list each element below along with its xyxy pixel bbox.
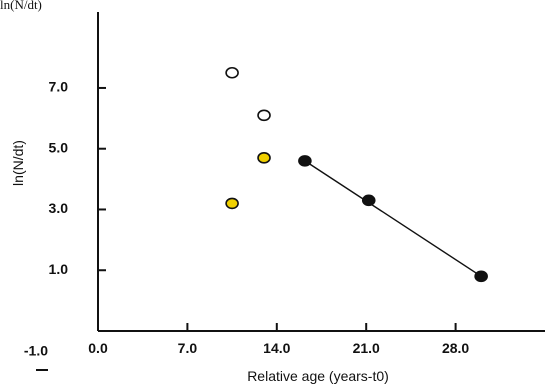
y-tick-label: 7.0 <box>49 79 69 95</box>
axis-labels: Relative age (years-t0) ln(N/dt) <box>10 140 389 384</box>
x-tick-label: 7.0 <box>178 340 198 356</box>
x-tick-label: 28.0 <box>442 340 469 356</box>
x-tick-label: 0.0 <box>88 340 108 356</box>
axes <box>97 12 545 332</box>
x-tick-label: 14.0 <box>263 340 290 356</box>
top-left-text: ln(N/dt) <box>0 0 42 12</box>
y-tick-label: 1.0 <box>49 261 69 277</box>
x-tick-label: 21.0 <box>353 340 380 356</box>
data-point <box>474 270 488 283</box>
ticks: -1.0 1.0 3.0 5.0 7.0 0.0 7.0 14.0 21.0 28.0 <box>24 79 469 371</box>
y-tick-label: 5.0 <box>49 139 69 155</box>
data-point <box>257 152 271 164</box>
data-point <box>298 155 312 167</box>
data-points <box>225 66 488 283</box>
data-point <box>257 109 271 122</box>
y-tick-label: 3.0 <box>49 200 69 216</box>
x-axis-label: Relative age (years-t0) <box>247 368 389 384</box>
data-point <box>225 197 239 210</box>
data-point <box>361 194 376 207</box>
y-axis-label: ln(N/dt) <box>10 140 26 186</box>
regression-line <box>304 160 482 277</box>
y-tick-label: -1.0 <box>24 343 48 359</box>
data-point <box>225 66 239 79</box>
fit-lines <box>304 160 482 277</box>
